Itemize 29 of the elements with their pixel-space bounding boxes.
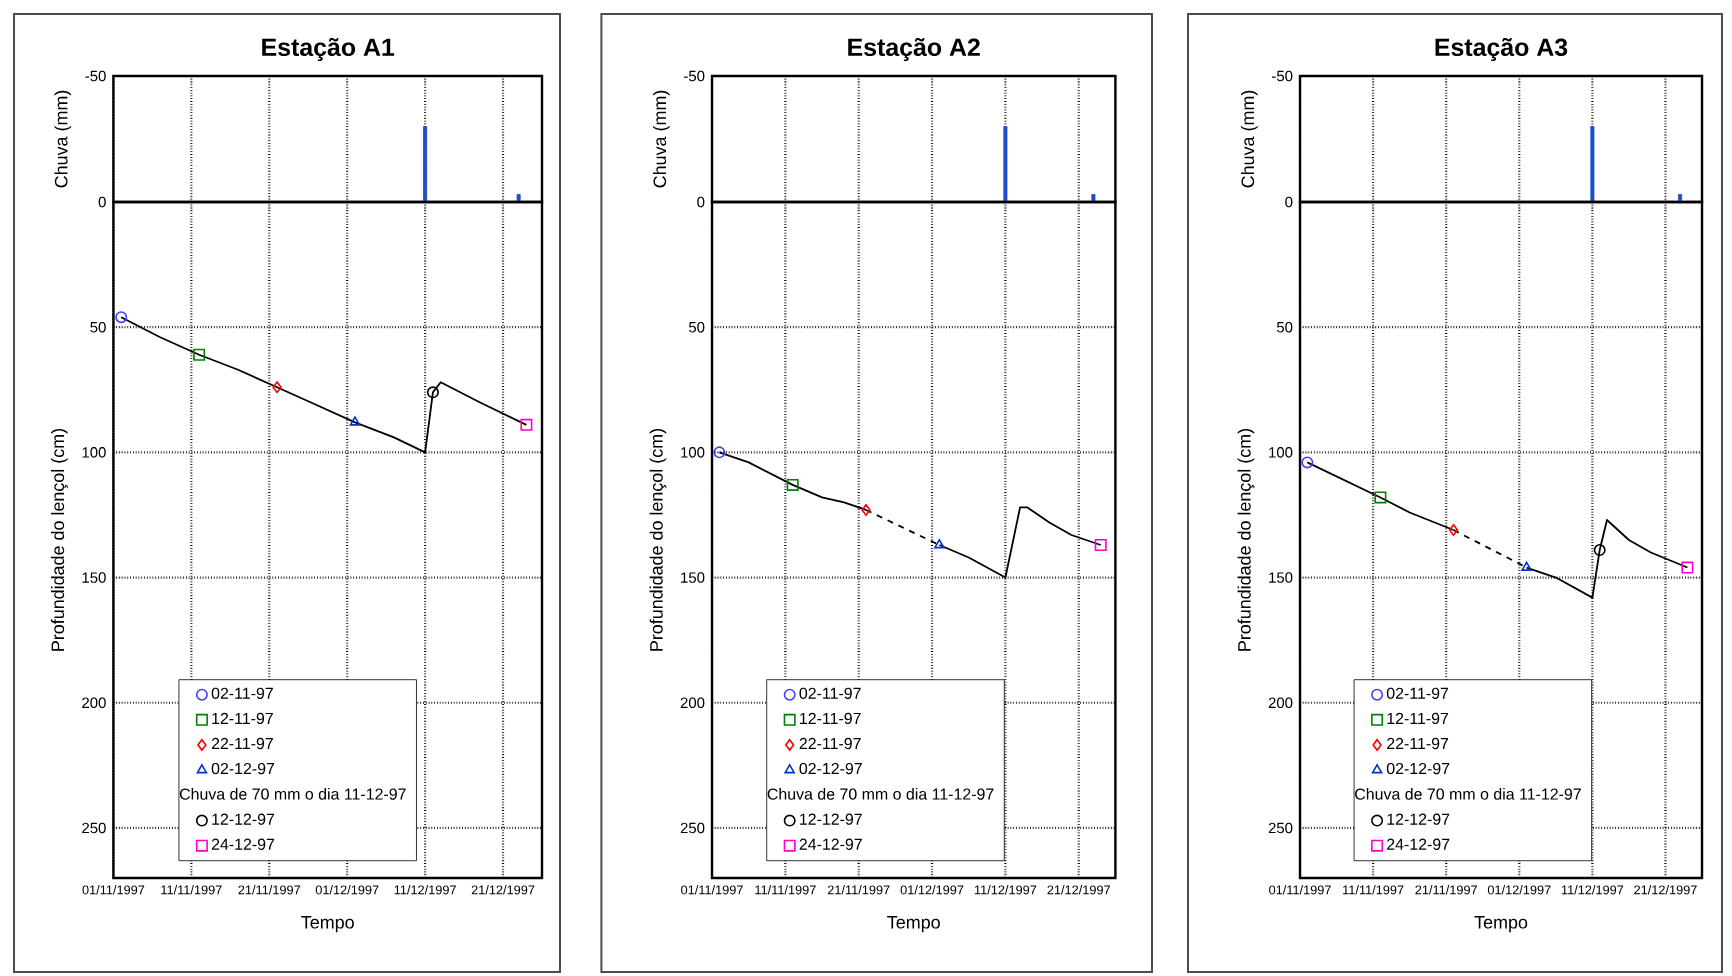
x-axis-title: Tempo	[887, 916, 940, 933]
point	[426, 386, 439, 399]
y-axis-title: Profundidade do lençol (cm)	[1237, 429, 1255, 651]
point	[193, 348, 206, 361]
point	[713, 446, 726, 459]
y-axis-title: Chuva (mm)	[652, 90, 670, 188]
point	[1681, 561, 1694, 574]
point	[1593, 544, 1606, 557]
chart-title: Estação A1	[262, 37, 395, 61]
chart-title: Estação A3	[1435, 37, 1568, 61]
point	[1301, 456, 1314, 469]
y-axis-title: Chuva (mm)	[1240, 90, 1258, 188]
point	[1448, 523, 1459, 536]
x-axis-title: Tempo	[301, 916, 354, 933]
point	[1094, 539, 1107, 552]
point	[115, 311, 128, 324]
point	[520, 418, 533, 431]
point	[1521, 561, 1532, 571]
point	[861, 503, 871, 516]
point	[272, 381, 282, 394]
y-axis-title: Chuva (mm)	[54, 90, 72, 188]
y-axis-title: Profundidade do lençol (cm)	[649, 429, 667, 651]
chart-title: Estação A2	[848, 37, 980, 61]
point	[1374, 491, 1387, 504]
point	[349, 416, 361, 426]
point	[786, 478, 799, 491]
point	[934, 539, 945, 549]
y-axis-title: Profundidade do lençol (cm)	[50, 429, 68, 651]
x-axis-title: Tempo	[1474, 916, 1528, 933]
